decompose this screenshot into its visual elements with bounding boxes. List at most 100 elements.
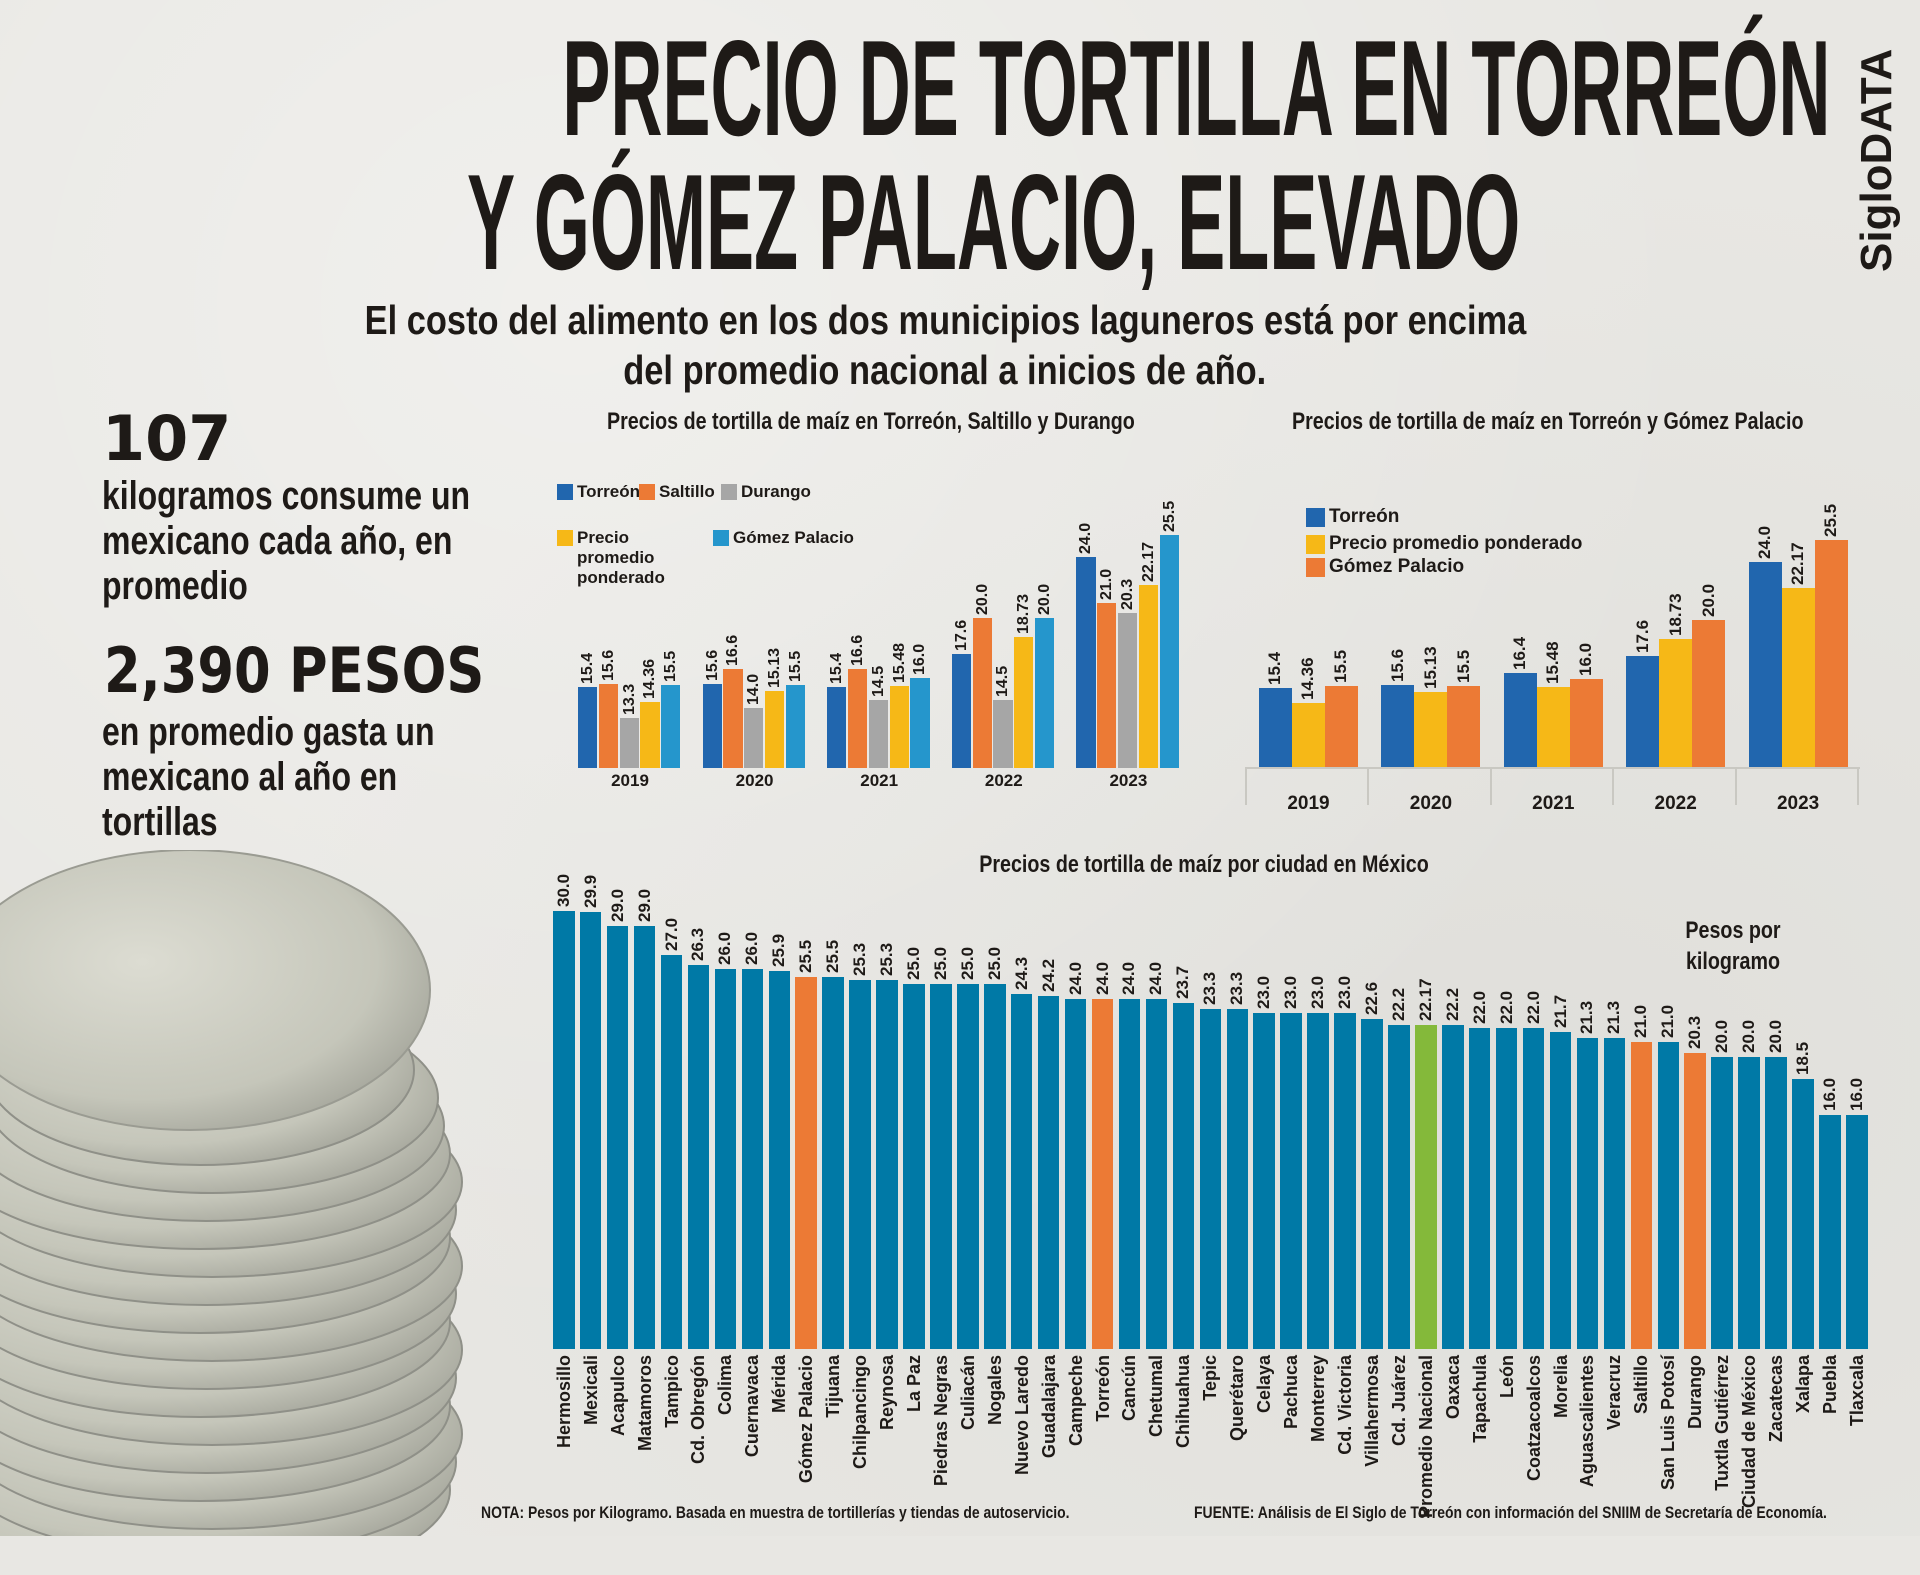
city-label: Chihuahua xyxy=(1173,1355,1194,1448)
value-label: 13.3 xyxy=(620,684,638,716)
bar-precio-promedio-ponderado-2020 xyxy=(765,690,785,768)
legend-swatch xyxy=(1306,558,1325,577)
bar-gomez-palacio-2021 xyxy=(1569,678,1603,767)
value-label: 23.0 xyxy=(1335,976,1354,1010)
stat-text-line: tortillas xyxy=(102,800,218,844)
bar-tijuana xyxy=(822,976,844,1349)
value-label: 23.7 xyxy=(1173,965,1193,999)
value-label: 24.2 xyxy=(1038,958,1058,992)
bar-torreon xyxy=(1091,998,1114,1349)
value-label: 27.0 xyxy=(661,917,681,951)
chart1-legend-promedio: Precio promedio ponderado xyxy=(557,528,697,588)
value-label: 22.17 xyxy=(1415,978,1435,1022)
value-label: 15.48 xyxy=(1543,641,1563,684)
city-label: Durango xyxy=(1685,1355,1706,1429)
bar-precio-promedio-ponderado-2022 xyxy=(1014,636,1034,768)
value-label: 23.0 xyxy=(1281,976,1301,1010)
bar-promedio-nacional xyxy=(1415,1025,1437,1349)
year-label: 2021 xyxy=(1532,793,1575,814)
axis-separator xyxy=(1489,767,1492,805)
stat-text-line: kilogramos consume un xyxy=(102,474,471,518)
bar-gomez-palacio-2023 xyxy=(1159,534,1179,768)
bar-nuevo-laredo xyxy=(1010,994,1033,1349)
footer-note: NOTA: Pesos por Kilogramo. Basada en mue… xyxy=(481,1503,1070,1522)
bar-torreon-2021 xyxy=(827,686,847,768)
bar-monterrey xyxy=(1307,1013,1329,1349)
stat-text-line: en promedio gasta un xyxy=(102,710,435,754)
subtitle-line-1: El costo del alimento en los dos municip… xyxy=(364,297,1526,343)
bar-precio-promedio-ponderado-2021 xyxy=(889,685,909,768)
bar-tepic xyxy=(1199,1008,1222,1349)
bar-villahermosa xyxy=(1361,1019,1383,1349)
stat-pesos-value: 2,390 PESOS xyxy=(104,634,485,707)
city-label: Campeche xyxy=(1065,1355,1086,1447)
year-label: 2022 xyxy=(1654,793,1697,814)
city-label: Saltillo xyxy=(1631,1355,1652,1415)
value-label: 24.0 xyxy=(1092,961,1112,995)
value-label: 26.3 xyxy=(688,927,708,962)
value-label: 20.0 xyxy=(1766,1019,1786,1053)
city-label: Guadalajara xyxy=(1038,1355,1059,1459)
value-label: 15.48 xyxy=(890,642,908,683)
city-label: Nogales xyxy=(984,1355,1005,1426)
value-label: 15.6 xyxy=(599,649,617,681)
value-label: 24.0 xyxy=(1077,523,1095,555)
tortilla-stack-illustration xyxy=(0,850,463,1536)
bar-tlaxcala xyxy=(1846,1115,1868,1349)
city-label: Monterrey xyxy=(1308,1355,1329,1443)
bar-san-luis-potosi xyxy=(1657,1042,1680,1349)
chart3-title: Precios de tortilla de maíz por ciudad e… xyxy=(979,851,1429,878)
value-label: 25.9 xyxy=(769,933,789,967)
value-label: 25.5 xyxy=(1820,503,1840,537)
bar-gomez-palacio-2020 xyxy=(785,685,806,768)
city-label: Cuernavaca xyxy=(742,1355,763,1458)
bar-durango-2019 xyxy=(619,718,639,768)
bar-cd-juarez xyxy=(1388,1024,1410,1349)
value-label: 15.6 xyxy=(1387,648,1407,682)
value-label: 29.0 xyxy=(607,888,627,922)
city-label: Pachuca xyxy=(1281,1355,1302,1430)
value-label: 21.3 xyxy=(1577,1000,1597,1035)
value-label: 15.4 xyxy=(579,652,597,684)
city-label: Cd. Obregón xyxy=(688,1355,709,1464)
bar-nogales xyxy=(984,984,1006,1349)
legend-swatch xyxy=(557,484,573,500)
bar-precio-promedio-ponderado-2023 xyxy=(1138,584,1159,768)
bar-saltillo xyxy=(1630,1042,1653,1349)
city-label: Ciudad de México xyxy=(1739,1355,1760,1509)
value-label: 25.0 xyxy=(984,946,1004,980)
value-label: 18.5 xyxy=(1792,1041,1812,1075)
bar-morelia xyxy=(1549,1032,1572,1349)
legend-swatch xyxy=(1306,535,1325,554)
bar-piedras-negras xyxy=(930,984,952,1349)
value-label: 24.0 xyxy=(1065,961,1085,995)
city-label: Chilpancingo xyxy=(850,1355,871,1469)
city-label: Oaxaca xyxy=(1442,1355,1463,1420)
value-label: 22.2 xyxy=(1388,987,1408,1021)
bar-precio-promedio-ponderado-2022 xyxy=(1659,638,1693,767)
brand-logo: SigloDATA xyxy=(1852,48,1901,272)
value-label: 25.0 xyxy=(903,946,923,980)
tortilla-top xyxy=(0,850,431,1131)
subtitle-line-2: del promedio nacional a inicios de año. xyxy=(623,347,1267,393)
value-label: 20.0 xyxy=(1698,584,1718,618)
stat-kilograms-text: kilogramos consume un mexicano cada año,… xyxy=(102,474,562,609)
value-label: 20.0 xyxy=(1739,1019,1759,1053)
city-label: Tuxtla Gutiérrez xyxy=(1712,1355,1733,1491)
chart2-legend-gomez-palacio: Gómez Palacio xyxy=(1306,556,1464,578)
chart1-title: Precios de tortilla de maíz en Torreón, … xyxy=(607,408,1135,435)
bar-gomez-palacio-2022 xyxy=(1692,620,1726,767)
value-label: 14.36 xyxy=(641,659,659,700)
city-label: Tampico xyxy=(661,1355,682,1428)
city-label: Morelia xyxy=(1550,1355,1571,1419)
value-label: 26.0 xyxy=(742,932,762,966)
chart2-legend-torreon: Torreón xyxy=(1306,506,1399,528)
value-label: 16.0 xyxy=(911,643,929,675)
value-label: 14.36 xyxy=(1298,657,1318,701)
value-label: 15.5 xyxy=(1453,650,1473,684)
year-label: 2022 xyxy=(984,771,1023,790)
bar-durango-2023 xyxy=(1118,613,1138,768)
bar-oaxaca xyxy=(1442,1024,1464,1349)
value-label: 22.0 xyxy=(1523,990,1543,1024)
bar-chetumal xyxy=(1145,998,1168,1349)
